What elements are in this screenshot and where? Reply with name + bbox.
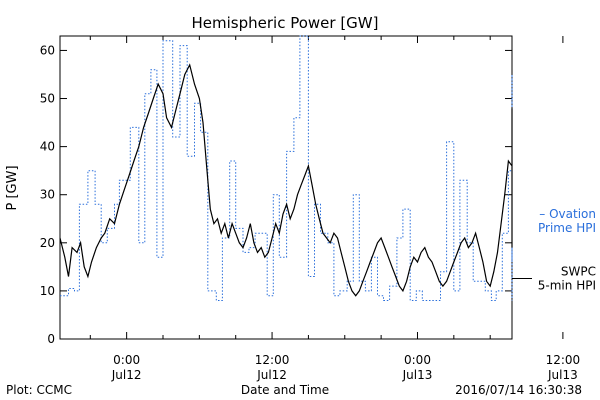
y-tick-label: 30 (40, 188, 55, 202)
x-tick-label-date: Jul12 (256, 368, 287, 382)
series-swpc-5-min-hpi-label: SWPC (561, 264, 596, 278)
y-axis-label: P [GW] (5, 165, 20, 210)
series-swpc-5-min-hpi-label: 5-min HPI (538, 278, 596, 292)
series-ovation-prime-hpi-line (60, 35, 513, 301)
y-tick-label: 50 (40, 92, 55, 106)
x-tick-label-time: 0:00 (113, 353, 140, 367)
y-tick-label: 10 (40, 284, 55, 298)
y-tick-label: 20 (40, 236, 55, 250)
x-tick-label-time: 12:00 (255, 353, 290, 367)
plot-credit: Plot: CCMC (6, 383, 72, 397)
series-ovation-prime-hpi-label: Prime HPI (538, 221, 596, 235)
x-tick-label-date: Jul13 (547, 368, 578, 382)
y-tick-label: 40 (40, 140, 55, 154)
x-tick-label-time: 12:00 (546, 353, 581, 367)
chart-title: Hemispheric Power [GW] (192, 14, 379, 32)
x-tick-label-time: 0:00 (404, 353, 431, 367)
timestamp: 2016/07/14 16:30:38 (455, 383, 582, 397)
series-ovation-prime-hpi-label: – Ovation (539, 207, 596, 221)
x-tick-label-date: Jul12 (111, 368, 142, 382)
series-swpc-5-min-hpi-line (59, 63, 513, 297)
x-tick-label-date: Jul13 (402, 368, 433, 382)
y-tick-label: 0 (47, 332, 55, 346)
y-tick-label: 60 (40, 43, 55, 57)
x-axis-label: Date and Time (241, 383, 329, 397)
plot-frame (59, 35, 513, 340)
plot-area: 01020304050600:00Jul1212:00Jul120:00Jul1… (40, 35, 596, 382)
